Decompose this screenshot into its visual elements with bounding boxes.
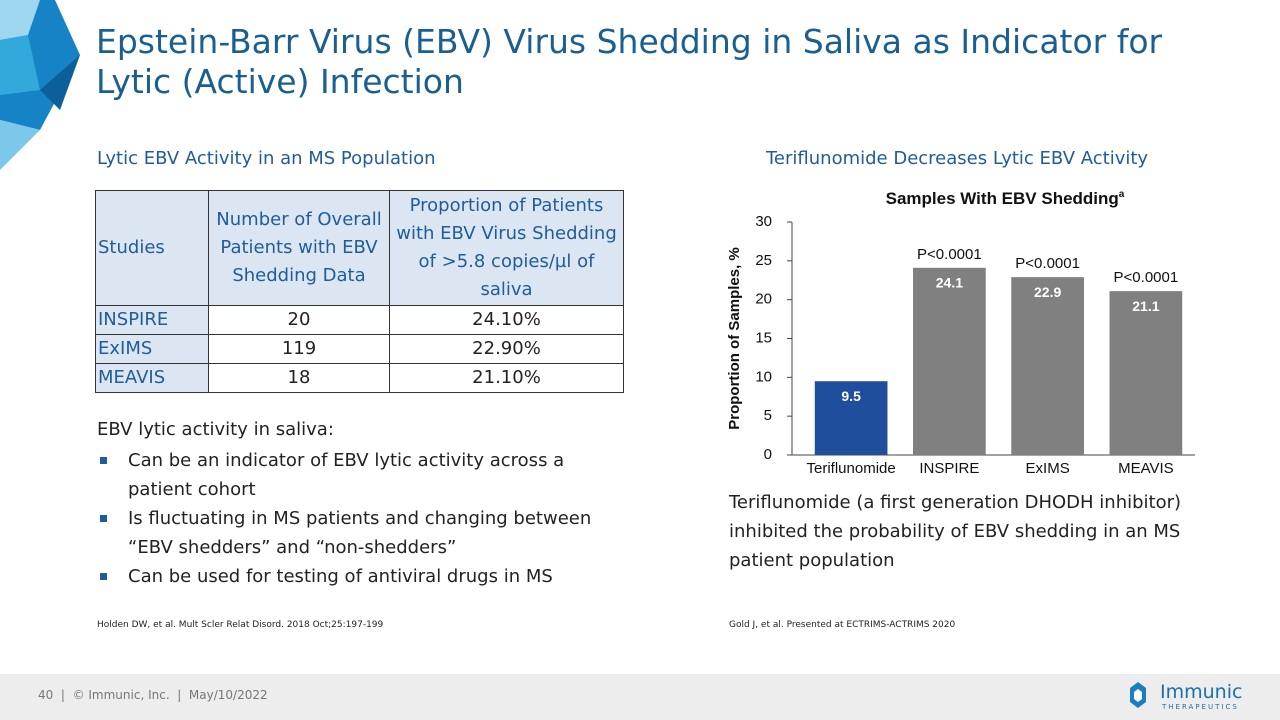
y-tick-label: 15 (755, 329, 772, 346)
y-tick-label: 0 (764, 446, 772, 463)
y-tick-label: 10 (755, 368, 772, 385)
body-text: Teriflunomide (a first generation DHODH … (729, 492, 1182, 571)
footer (0, 674, 1280, 720)
cell: 24.10% (389, 305, 624, 335)
x-tick-label: Teriflunomide (807, 460, 896, 477)
cell: 119 (208, 334, 390, 364)
logo: Immunic (1160, 681, 1243, 703)
citation: Holden DW, et al. Mult Scler Relat Disor… (97, 620, 384, 630)
data-label: 22.9 (1034, 284, 1061, 300)
cell: 22.90% (389, 334, 624, 364)
data-label: 21.1 (1132, 298, 1159, 314)
chart: Samples With EBV Sheddinga Proportion of … (726, 189, 1195, 477)
cell: 21.10% (389, 363, 624, 393)
bar (1011, 277, 1084, 455)
logo-subtitle: THERAPEUTICS (1162, 703, 1239, 711)
citation: Gold J, et al. Presented at ECTRIMS-ACTR… (729, 620, 956, 630)
bar (814, 381, 888, 455)
cell: 20 (208, 305, 390, 335)
chart-title-text: Samples With EBV Shedding (886, 189, 1119, 208)
bullet: Can be an indicator of EBV lytic activit… (97, 446, 597, 504)
cell: ExIMS (95, 334, 209, 364)
data-label: 24.1 (936, 275, 963, 291)
decoration (0, 0, 80, 170)
logo-icon (1130, 682, 1146, 708)
cell: INSPIRE (95, 305, 209, 335)
bullet: Is fluctuating in MS patients and changi… (97, 504, 597, 562)
bullet-list: Can be an indicator of EBV lytic activit… (97, 446, 597, 591)
p-value: P<0.0001 (1015, 255, 1080, 272)
y-tick-label: 5 (764, 407, 772, 424)
data-label: 9.5 (841, 388, 861, 404)
x-tick-label: MEAVIS (1118, 460, 1174, 477)
cell: MEAVIS (95, 363, 209, 393)
y-axis-label: Proportion of Samples, % (726, 247, 743, 430)
p-value: P<0.0001 (1114, 269, 1179, 286)
bar (913, 267, 986, 455)
chart-title-superscript: a (1119, 189, 1125, 200)
section-heading: Teriflunomide Decreases Lytic EBV Activi… (766, 148, 1149, 169)
y-tick-label: 30 (755, 213, 772, 230)
x-tick-label: INSPIRE (919, 460, 979, 477)
chart-title: Samples With EBV Sheddinga (886, 189, 1125, 209)
intro-text: EBV lytic activity in saliva: (97, 419, 334, 440)
x-tick-label: ExIMS (1026, 460, 1070, 477)
slide-title: Epstein-Barr Virus (EBV) Virus Shedding … (96, 22, 1163, 101)
cell: 18 (208, 363, 390, 393)
footer-text: 40 | © Immunic, Inc. | May/10/2022 (38, 688, 268, 702)
header-cell: Proportion of Patients with EBV Virus Sh… (389, 190, 624, 306)
p-value: P<0.0001 (917, 246, 982, 263)
bar (1109, 291, 1183, 455)
header-cell: Studies (95, 190, 209, 306)
section-heading: Lytic EBV Activity in an MS Population (97, 148, 436, 169)
y-tick-label: 20 (755, 291, 772, 308)
data-table: Studies Number of Overall Patients with … (95, 190, 624, 393)
header-cell: Number of Overall Patients with EBV Shed… (208, 190, 390, 306)
y-tick-label: 25 (755, 252, 772, 269)
bullet: Can be used for testing of antiviral dru… (97, 562, 597, 591)
